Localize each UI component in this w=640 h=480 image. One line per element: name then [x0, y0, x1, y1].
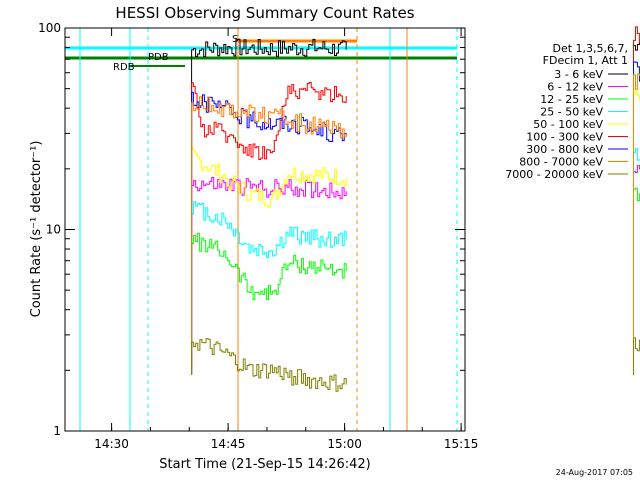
series-3 [191, 148, 640, 375]
series-line [191, 38, 347, 375]
series-1 [191, 165, 640, 375]
legend-label: 25 - 50 keV [540, 106, 603, 119]
y-axis-label: Count Rate (s⁻¹ detector⁻¹) [29, 141, 44, 318]
legend-label: 300 - 800 keV [526, 143, 603, 156]
legend-header-line-1: Det 1,3,5,6,7, [552, 42, 628, 55]
series-line [191, 232, 347, 375]
legend-label: 6 - 12 keV [547, 81, 603, 94]
x-tick-label: 15:00 [327, 437, 362, 451]
x-tick-label: 14:30 [94, 437, 129, 451]
legend-label: 50 - 100 keV [533, 118, 603, 131]
annotation-s: S [232, 34, 238, 45]
series-8 [191, 337, 640, 392]
x-tick-label: 14:45 [211, 437, 246, 451]
x-axis: 14:30 14:45 15:00 15:15 [94, 28, 478, 451]
y-tick-label: 1 [53, 424, 61, 438]
chart-title: HESSI Observing Summary Count Rates [115, 4, 414, 22]
y-axis: 1 10 100 [38, 21, 465, 438]
footer-date: 24-Aug-2017 07:05 [556, 468, 633, 477]
y-tick-label: 100 [38, 21, 61, 35]
series-2 [191, 187, 640, 375]
annotation-rdb: RDB [113, 62, 135, 73]
series-4 [191, 85, 640, 375]
x-axis-label: Start Time (21-Sep-15 14:26:42) [159, 457, 370, 472]
series-7 [191, 73, 640, 375]
series-5 [191, 26, 640, 375]
data-layer: S RDB PDB [65, 26, 640, 431]
series-0 [191, 38, 640, 375]
legend-header-line-2: FDecim 1, Att 1 [543, 54, 628, 67]
series-line [191, 338, 347, 392]
legend-label: 800 - 7000 keV [519, 156, 603, 169]
series-line [191, 201, 347, 375]
y-tick-label: 10 [46, 223, 61, 237]
x-tick-label: 15:15 [444, 437, 479, 451]
legend-label: 100 - 300 keV [526, 131, 603, 144]
series-line [191, 177, 347, 375]
series-line [191, 96, 347, 375]
series-line [191, 147, 347, 375]
legend-label: 7000 - 20000 keV [505, 168, 603, 181]
legend-label: 3 - 6 keV [554, 68, 603, 81]
legend-label: 12 - 25 keV [540, 93, 603, 106]
annotation-pdb: PDB [148, 52, 169, 63]
series-line [191, 81, 347, 375]
